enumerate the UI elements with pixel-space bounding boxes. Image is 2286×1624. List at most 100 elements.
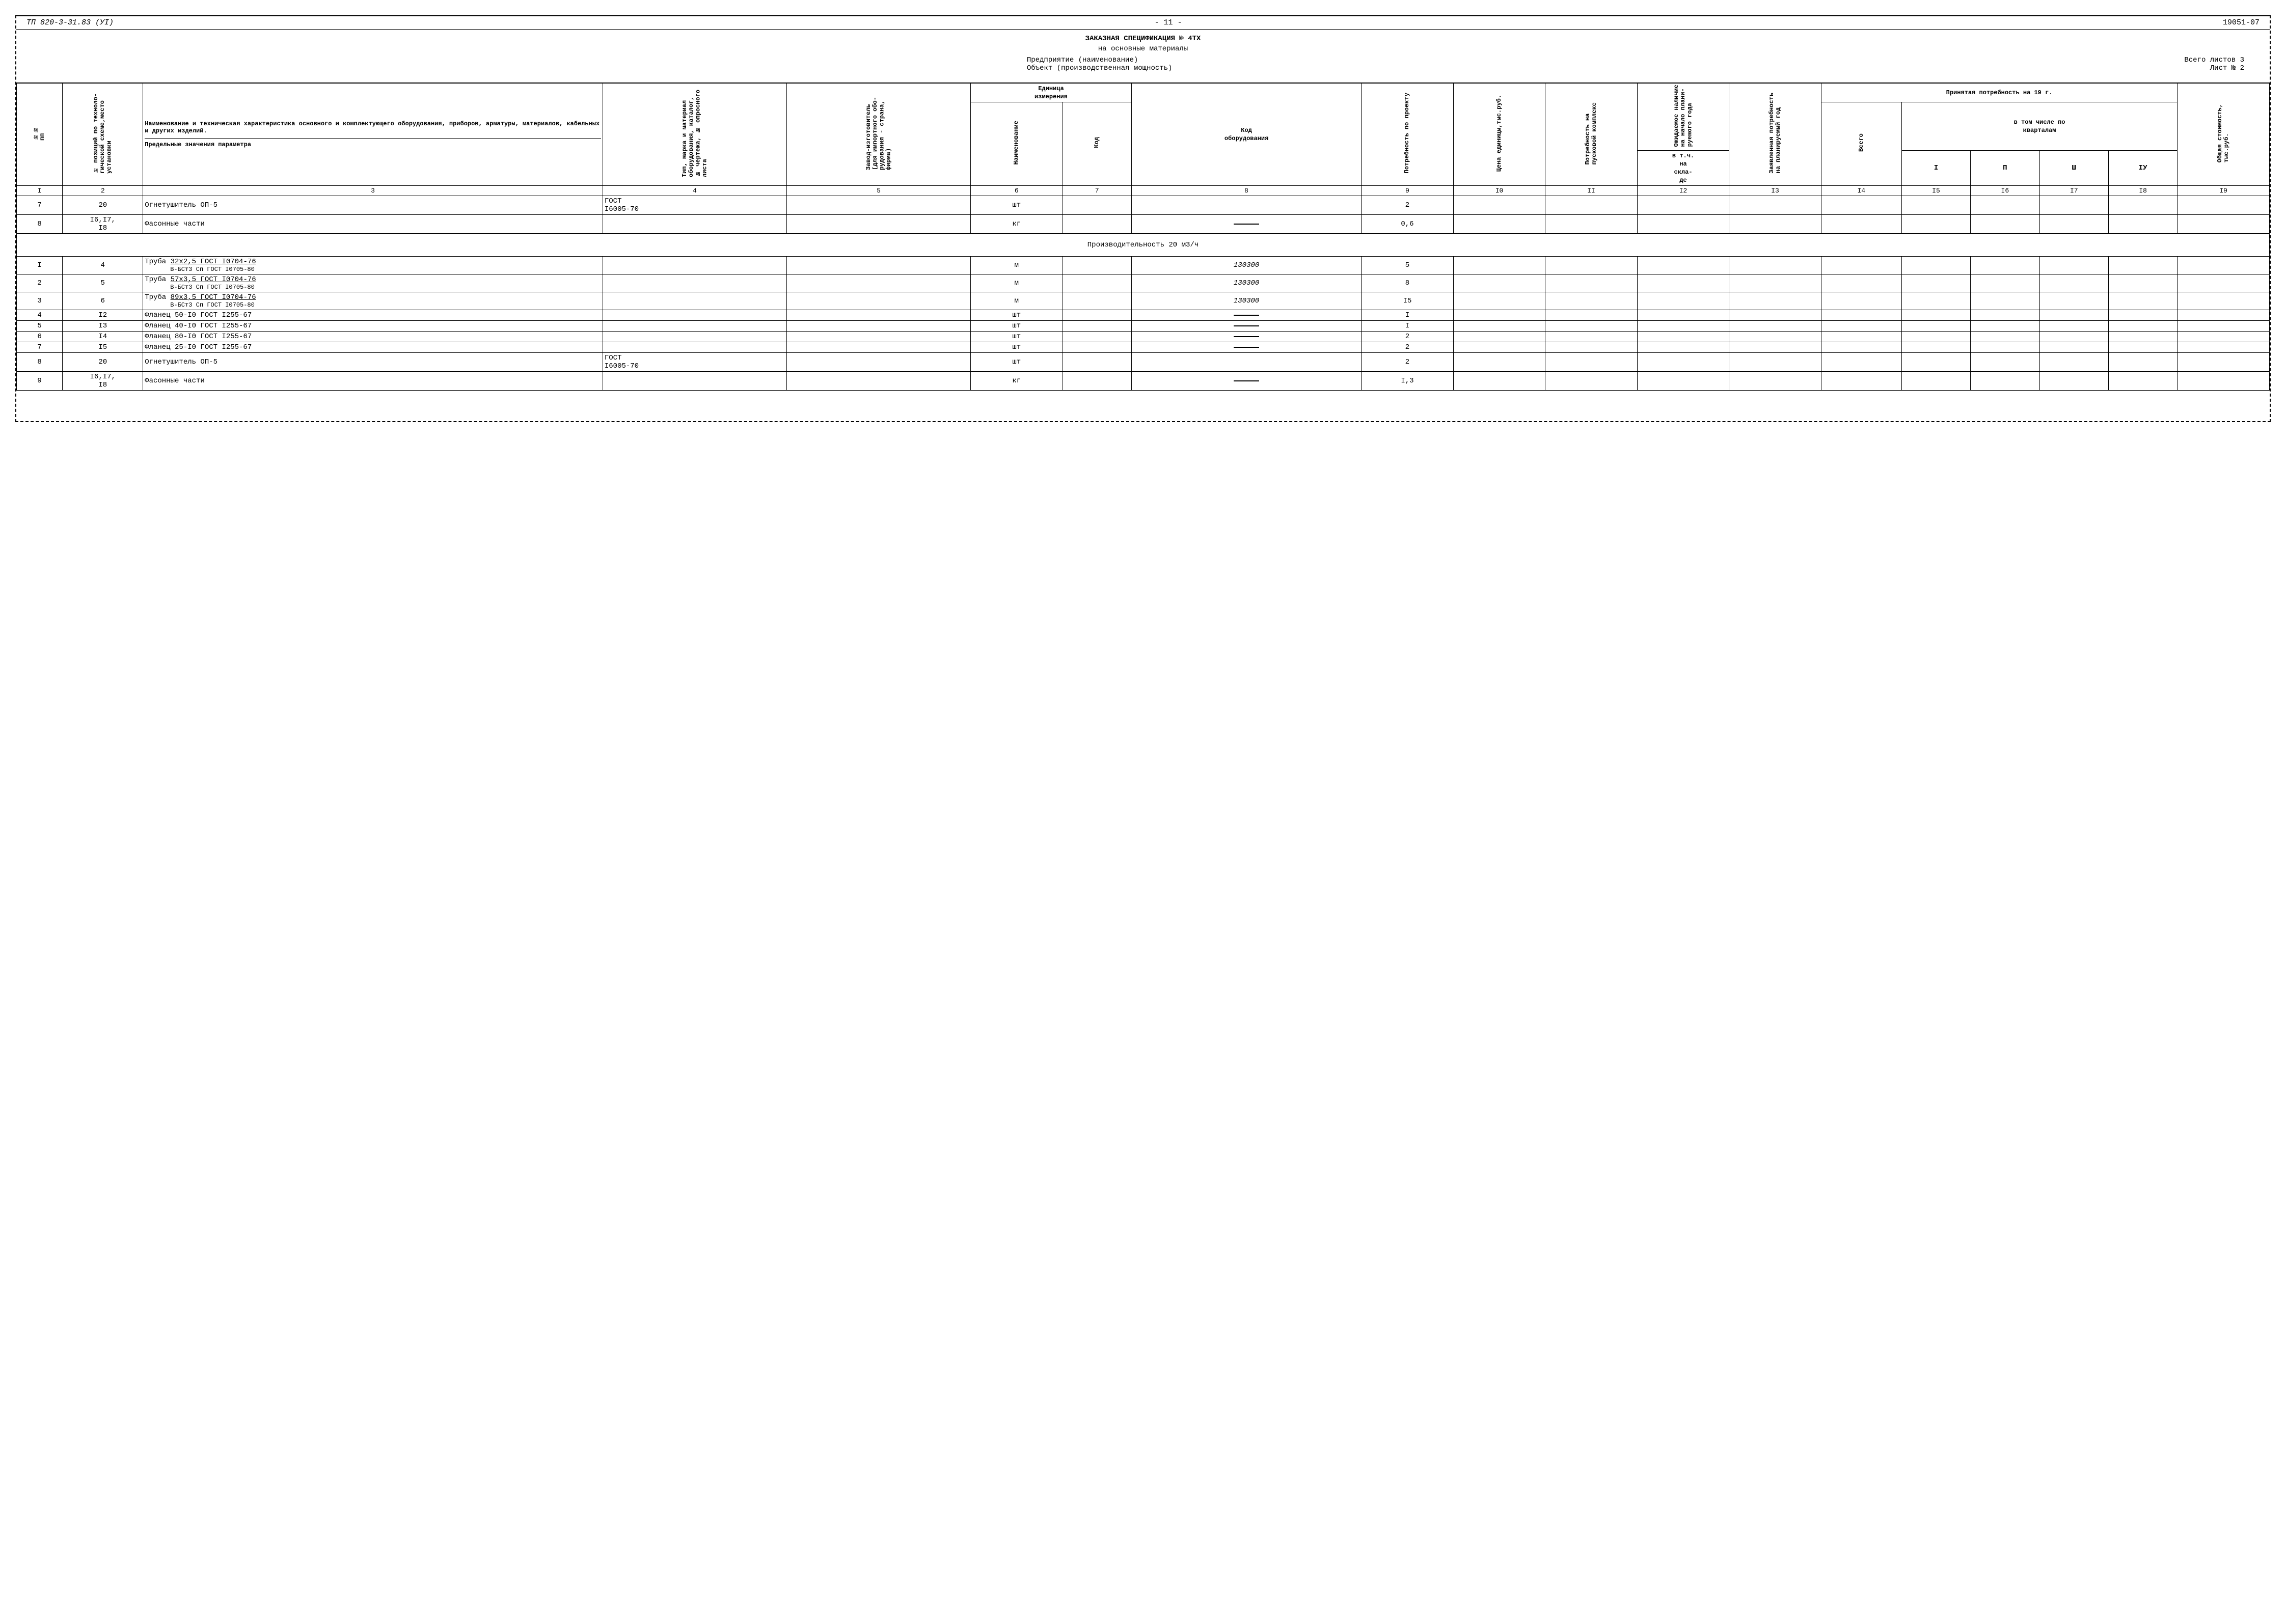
- cell-qty: I5: [1362, 292, 1454, 310]
- cell-unitcode: [1063, 321, 1131, 332]
- col-15-header: I: [1934, 164, 1938, 172]
- c18: [2108, 353, 2177, 372]
- cell-num: 8: [17, 353, 63, 372]
- cell-mfr: [786, 292, 970, 310]
- cell-unit: м: [971, 292, 1063, 310]
- c11: [1545, 342, 1638, 353]
- cell-pos: I3: [63, 321, 143, 332]
- col-5-header: Завод-изготовитель(для импортного обо-ру…: [865, 97, 892, 170]
- cell-unit: шт: [971, 342, 1063, 353]
- cell-mfr: [786, 353, 970, 372]
- cell-equipcode: 130300: [1131, 274, 1361, 292]
- c16: [1971, 342, 2039, 353]
- cell-unit: м: [971, 274, 1063, 292]
- c17: [2039, 292, 2108, 310]
- col-4-header: Тип, марка и материалоборудования, катал…: [682, 90, 709, 177]
- cell-num: 5: [17, 321, 63, 332]
- c19: [2178, 257, 2270, 274]
- c19: [2178, 292, 2270, 310]
- table-row: 25Труба 57х3,5 ГОСТ I0704-76В-БСт3 Сп ГО…: [17, 274, 2270, 292]
- doc-code-left: ТП 820-3-31.83 (УI): [26, 18, 114, 27]
- c18: [2108, 257, 2177, 274]
- c18: [2108, 292, 2177, 310]
- c14: [1821, 332, 1901, 342]
- cell-unit: кг: [971, 372, 1063, 391]
- cell-type: [603, 342, 786, 353]
- c10: [1453, 215, 1545, 234]
- c13: [1729, 353, 1821, 372]
- c15: [1901, 257, 1970, 274]
- cell-type: [603, 332, 786, 342]
- cell-unit: шт: [971, 332, 1063, 342]
- c12: [1637, 215, 1729, 234]
- cell-mfr: [786, 310, 970, 321]
- enterprise-label: Предприятие (наименование): [1027, 56, 2185, 64]
- cell-type: [603, 215, 786, 234]
- c15: [1901, 353, 1970, 372]
- c12: [1637, 372, 1729, 391]
- col-11-header: Потребность напусковой комплекс: [1585, 102, 1598, 164]
- cell-mfr: [786, 215, 970, 234]
- cell-name: Огнетушитель ОП-5: [143, 196, 603, 215]
- cell-mfr: [786, 274, 970, 292]
- c16: [1971, 332, 2039, 342]
- c10: [1453, 372, 1545, 391]
- c17: [2039, 321, 2108, 332]
- c15: [1901, 321, 1970, 332]
- c15: [1901, 215, 1970, 234]
- c19: [2178, 196, 2270, 215]
- cell-pos: I6,I7,I8: [63, 215, 143, 234]
- c10: [1453, 321, 1545, 332]
- c13: [1729, 215, 1821, 234]
- cell-unit: кг: [971, 215, 1063, 234]
- cell-pos: I4: [63, 332, 143, 342]
- cell-name: Фланец 40-I0 ГОСТ I255-67: [143, 321, 603, 332]
- c14: [1821, 274, 1901, 292]
- col-19-header: Общая стоимость,тыс.руб.: [2217, 104, 2230, 162]
- c15: [1901, 310, 1970, 321]
- cell-mfr: [786, 372, 970, 391]
- cell-unitcode: [1063, 310, 1131, 321]
- c15: [1901, 332, 1970, 342]
- c17: [2039, 196, 2108, 215]
- c11: [1545, 372, 1638, 391]
- c14: [1821, 321, 1901, 332]
- c14: [1821, 292, 1901, 310]
- cell-pos: I2: [63, 310, 143, 321]
- c14: [1821, 196, 1901, 215]
- cell-type: [603, 372, 786, 391]
- c11: [1545, 274, 1638, 292]
- cell-qty: 2: [1362, 332, 1454, 342]
- c11: [1545, 310, 1638, 321]
- cell-type: [603, 292, 786, 310]
- c12: [1637, 321, 1729, 332]
- cell-type: ГОСТI6005-70: [603, 353, 786, 372]
- cell-num: I: [17, 257, 63, 274]
- cell-equipcode: [1131, 310, 1361, 321]
- c13: [1729, 196, 1821, 215]
- c13: [1729, 310, 1821, 321]
- c10: [1453, 342, 1545, 353]
- col-12a-header: Ожидаемое наличиена начало плани-руемого…: [1673, 85, 1694, 147]
- c18: [2108, 332, 2177, 342]
- cell-type: [603, 257, 786, 274]
- cell-qty: 5: [1362, 257, 1454, 274]
- cell-unit: шт: [971, 196, 1063, 215]
- col-8-header: Кодоборудования: [1224, 127, 1268, 142]
- cell-pos: 4: [63, 257, 143, 274]
- c10: [1453, 310, 1545, 321]
- cell-type: ГОСТI6005-70: [603, 196, 786, 215]
- c17: [2039, 332, 2108, 342]
- cell-unit: шт: [971, 353, 1063, 372]
- c14: [1821, 342, 1901, 353]
- c12: [1637, 292, 1729, 310]
- cell-unit: шт: [971, 321, 1063, 332]
- col-6-header: Наименование: [1013, 121, 1020, 164]
- c14: [1821, 215, 1901, 234]
- c18: [2108, 342, 2177, 353]
- c17: [2039, 353, 2108, 372]
- c14: [1821, 310, 1901, 321]
- cell-equipcode: [1131, 342, 1361, 353]
- c13: [1729, 342, 1821, 353]
- c19: [2178, 353, 2270, 372]
